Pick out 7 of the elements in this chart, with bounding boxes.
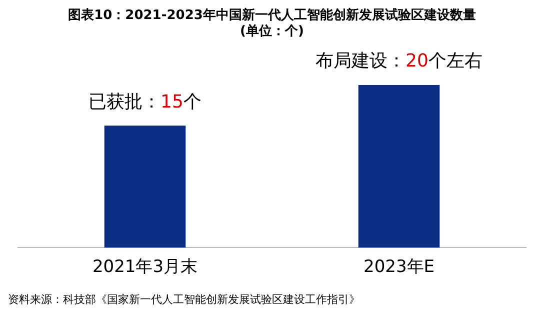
text: 资料来源：科技部《国家新一代人工智能创新发展试验区建设工作指引》 — [8, 292, 361, 307]
x-tick-label: 2023年E — [363, 257, 435, 278]
x-tick-label: 2021年3月末 — [92, 257, 198, 278]
data-label: 布局建设：20个左右 — [316, 50, 482, 72]
chart-title: 图表10：2021-2023年中国新一代人工智能创新发展试验区建设数量 — [67, 8, 477, 24]
data-label: 已获批：15个 — [88, 91, 202, 112]
chart-subtitle: (单位：个) — [239, 24, 305, 40]
